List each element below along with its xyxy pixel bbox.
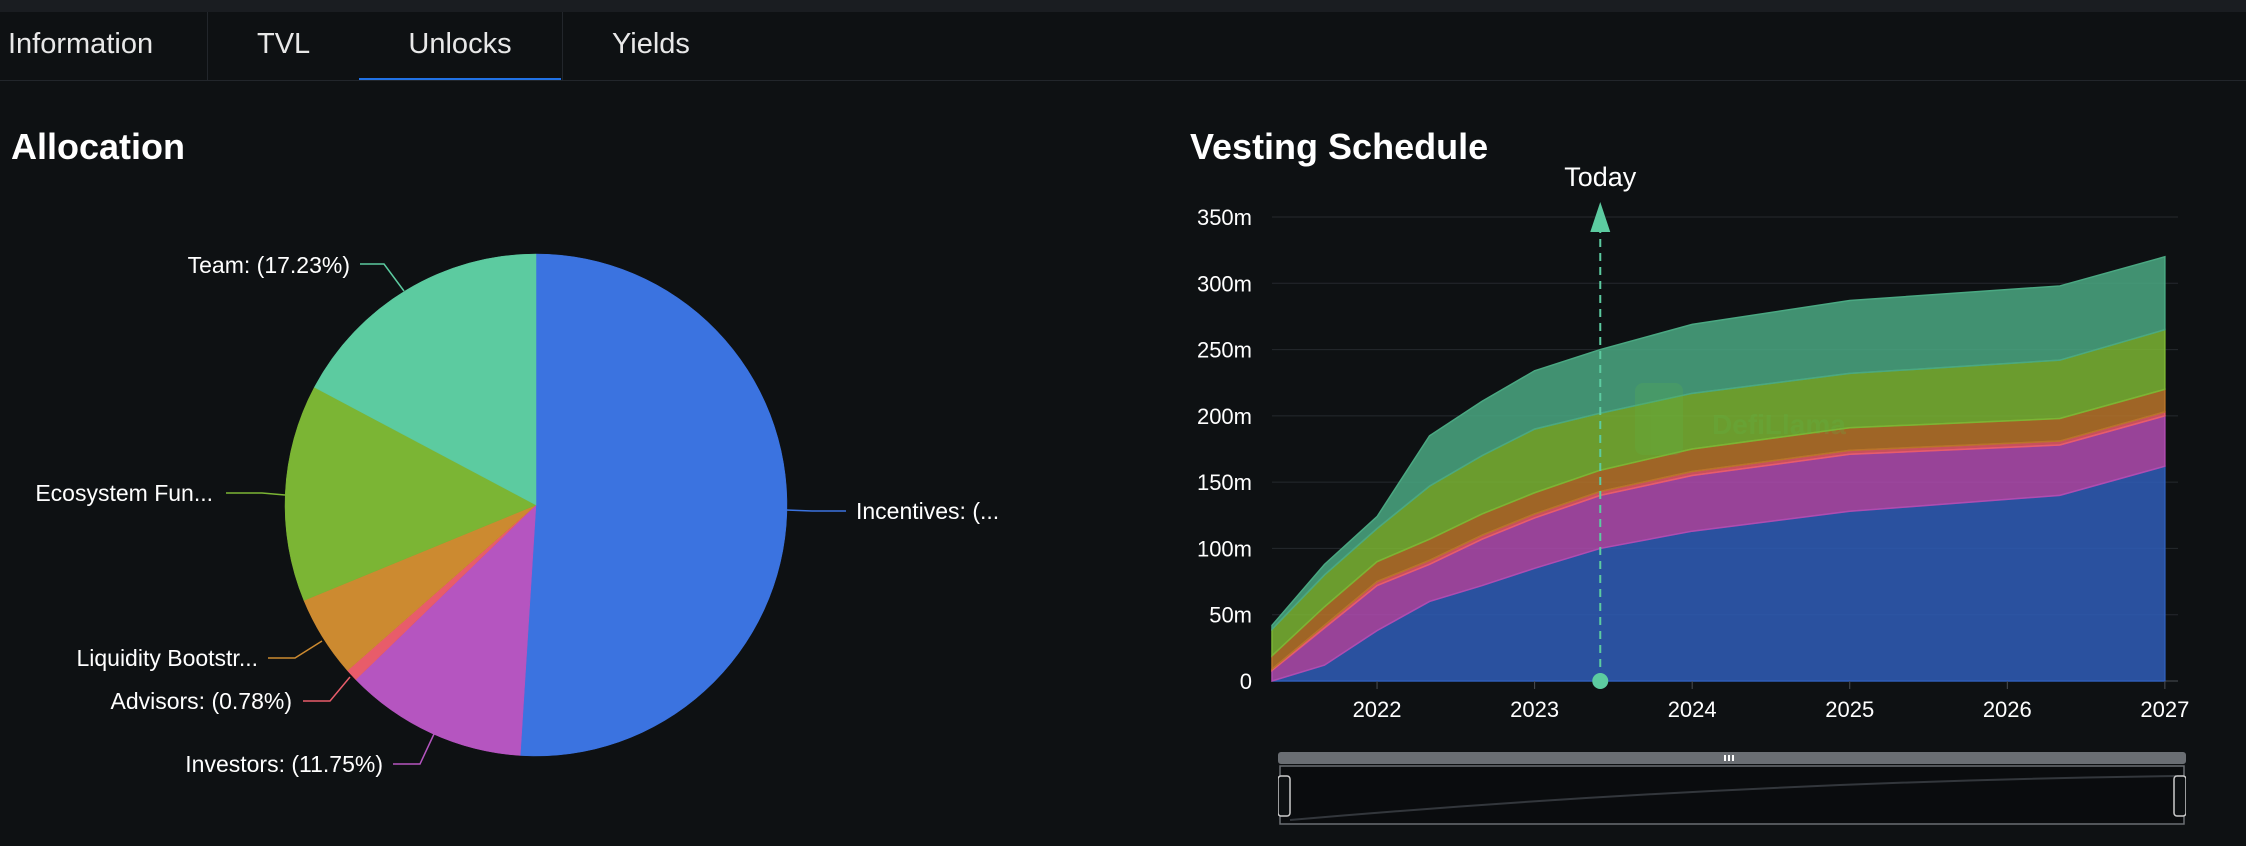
today-dot[interactable]: [1592, 673, 1609, 689]
pie-slice-ecosystem-fund[interactable]: [284, 386, 537, 601]
vesting-area-chart: DefiLlama 0 50m 100m 150m 200m 250m 300m 350m 2…: [1197, 162, 2189, 722]
y-tick-label: 250m: [1197, 338, 1252, 363]
vesting-title: Vesting Schedule: [1190, 126, 1489, 167]
investors-leader-line: [393, 733, 435, 765]
x-tick-label: 2025: [1825, 697, 1874, 722]
zoom-slider[interactable]: [1278, 752, 2186, 826]
incentives-leader-line: [785, 509, 846, 512]
slider-left-handle[interactable]: [1278, 775, 1291, 817]
liquidity-label: Liquidity Bootstr...: [76, 645, 258, 671]
team-label: Team: (17.23%): [188, 252, 350, 278]
defillama-watermark: DefiLlama: [1635, 383, 1846, 455]
investors-label: Investors: (11.75%): [185, 751, 383, 777]
today-arrow-icon: [1590, 202, 1611, 232]
slider-grip-icon[interactable]: [1724, 755, 1734, 761]
tab-tvl[interactable]: TVL: [257, 28, 311, 60]
watermark-text: DefiLlama: [1712, 409, 1846, 440]
tab-information[interactable]: Information: [8, 28, 154, 60]
x-tick-label: 2022: [1353, 697, 1402, 722]
y-tick-label: 50m: [1209, 603, 1252, 628]
x-tick-label: 2023: [1510, 697, 1559, 722]
y-tick-label: 300m: [1197, 271, 1252, 296]
x-tick-label: 2027: [2140, 697, 2189, 722]
tab-bar: Information TVL Unlocks Yields: [0, 12, 2246, 81]
tab-divider: [562, 12, 563, 80]
top-strip: [0, 0, 2246, 12]
y-tick-label: 200m: [1197, 404, 1252, 429]
x-tick-label: 2026: [1983, 697, 2032, 722]
allocation-title: Allocation: [11, 126, 186, 167]
x-tick-label: 2024: [1668, 697, 1717, 722]
ecosystem-leader-line: [226, 492, 286, 496]
team-leader-line: [360, 263, 405, 292]
advisors-label: Advisors: (0.78%): [110, 688, 292, 714]
allocation-pie-chart: Team: (17.23%) Ecosystem Fun... Liquidit…: [35, 252, 999, 777]
incentives-label: Incentives: (...: [856, 498, 999, 524]
tab-divider: [207, 12, 208, 80]
today-label: Today: [1564, 162, 1637, 192]
advisors-leader-line: [303, 676, 351, 702]
y-tick-label: 0: [1240, 669, 1252, 694]
y-tick-label: 100m: [1197, 536, 1252, 561]
y-tick-label: 150m: [1197, 470, 1252, 495]
pie-slice-incentives[interactable]: [519, 253, 788, 757]
tab-yields[interactable]: Yields: [612, 28, 690, 60]
pie-slice-investors[interactable]: [355, 504, 537, 756]
pie-slice-team[interactable]: [313, 253, 537, 506]
slider-window[interactable]: [1279, 765, 2185, 825]
tab-unlocks[interactable]: Unlocks: [359, 12, 561, 80]
area-series-5[interactable]: [1271, 255, 2166, 632]
liquidity-leader-line: [268, 640, 323, 659]
slider-preview-line: [1289, 775, 2177, 821]
y-tick-label: 350m: [1197, 205, 1252, 230]
ecosystem-label: Ecosystem Fun...: [35, 480, 213, 506]
slider-right-handle[interactable]: [2173, 775, 2186, 817]
